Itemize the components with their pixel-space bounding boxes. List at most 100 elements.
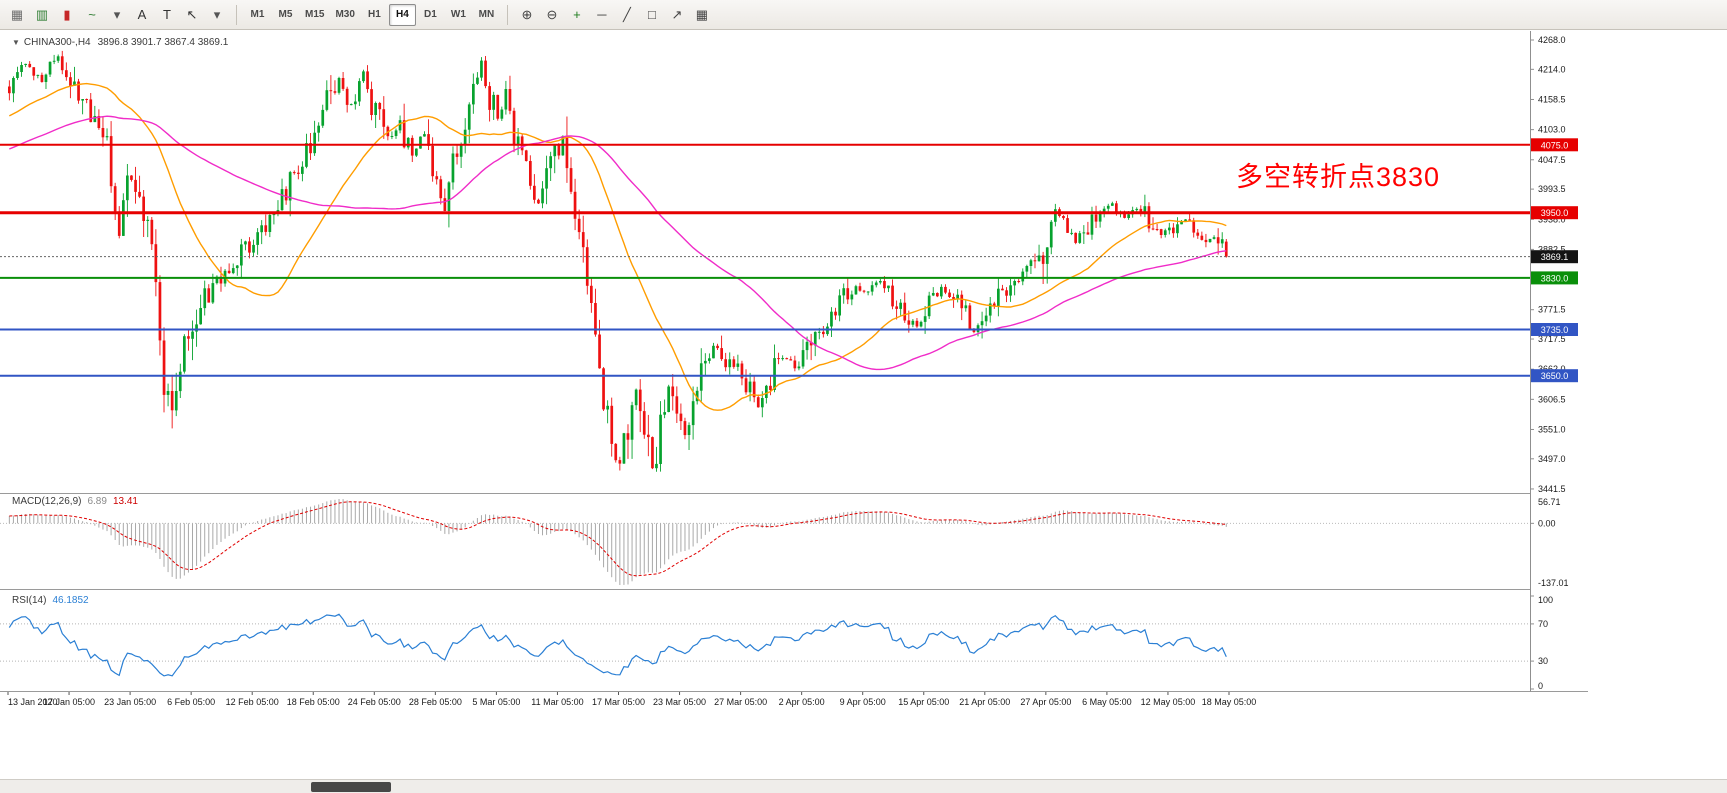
svg-text:4075.0: 4075.0 (1541, 140, 1569, 150)
price-badge-3830.0: 3830.0 (1531, 271, 1578, 285)
svg-text:-137.01: -137.01 (1538, 578, 1569, 588)
svg-text:3882.5: 3882.5 (1538, 244, 1566, 254)
svg-text:4268.0: 4268.0 (1538, 35, 1566, 45)
chart-area[interactable]: 4268.0 4214.0 4158.5 4103.0 4047.5 3993.5 3938… (0, 30, 1727, 793)
svg-text:3497.0: 3497.0 (1538, 454, 1566, 464)
svg-text:18 May 05:00: 18 May 05:00 (1202, 697, 1257, 707)
svg-text:11 Mar 05:00: 11 Mar 05:00 (531, 697, 583, 707)
price-axis[interactable]: 4268.0 4214.0 4158.5 4103.0 4047.5 3993.5 3938… (1530, 31, 1727, 691)
svg-text:6 Feb 05:00: 6 Feb 05:00 (167, 697, 215, 707)
svg-text:3650.0: 3650.0 (1541, 371, 1569, 381)
symbol-timeframe-text: CHINA300-,H4 (23, 37, 91, 48)
svg-text:5 Mar 05:00: 5 Mar 05:00 (472, 697, 520, 707)
price-pane (0, 50, 1530, 472)
timeframe-mn[interactable]: MN (473, 4, 500, 26)
tools-caret-icon[interactable]: ▾ (205, 3, 229, 27)
svg-text:3771.5: 3771.5 (1538, 305, 1566, 315)
chart-type-caret-icon[interactable]: ▾ (105, 3, 129, 27)
svg-text:23 Mar 05:00: 23 Mar 05:00 (653, 697, 706, 707)
rectangle-tool-icon[interactable]: □ (640, 3, 664, 27)
svg-text:6 May 05:00: 6 May 05:00 (1082, 697, 1132, 707)
trendline-icon[interactable]: ╱ (615, 3, 639, 27)
macd-main-value: 6.89 (87, 496, 107, 507)
timeframe-w1[interactable]: W1 (445, 4, 472, 26)
line-chart-icon[interactable]: ~ (80, 3, 104, 27)
chart-dropdown-icon[interactable]: ▼ (12, 38, 20, 47)
timeframe-h4[interactable]: H4 (388, 3, 416, 26)
svg-text:0: 0 (1538, 681, 1543, 691)
svg-text:30: 30 (1538, 656, 1548, 666)
svg-text:18 Feb 05:00: 18 Feb 05:00 (287, 697, 340, 707)
macd-pane (0, 499, 1530, 585)
text-label-icon[interactable]: A (130, 3, 154, 27)
svg-text:3869.1: 3869.1 (1541, 252, 1569, 262)
svg-text:3735.0: 3735.0 (1541, 325, 1569, 335)
candlestick-chart-icon[interactable]: ▮ (55, 3, 79, 27)
indicators-icon[interactable]: + (565, 3, 589, 27)
svg-text:13 Jan 2020: 13 Jan 2020 (8, 697, 58, 707)
grid-toggle-icon[interactable]: ▦ (690, 3, 714, 27)
arrow-tool-icon[interactable]: ↗ (665, 3, 689, 27)
svg-text:28 Feb 05:00: 28 Feb 05:00 (409, 697, 462, 707)
zoom-in-icon[interactable]: ⊕ (515, 3, 539, 27)
horizontal-line-icon[interactable]: ─ (590, 3, 614, 27)
svg-text:3717.5: 3717.5 (1538, 334, 1566, 344)
svg-text:15 Apr 05:00: 15 Apr 05:00 (898, 697, 949, 707)
timeframe-m5[interactable]: M5 (272, 4, 299, 26)
ohlc-values: 3896.8 3901.7 3867.4 3869.1 (97, 37, 229, 48)
svg-text:56.71: 56.71 (1538, 497, 1561, 507)
timeframe-m15[interactable]: M15 (300, 4, 329, 26)
rsi-value: 46.1852 (52, 595, 89, 606)
macd-signal-value: 13.41 (112, 496, 138, 507)
svg-text:3938.0: 3938.0 (1538, 214, 1566, 224)
price-badge-3735.0: 3735.0 (1531, 323, 1578, 336)
chart-annotation-text[interactable]: 多空转折点3830 (1236, 162, 1441, 192)
bar-chart-icon[interactable]: ▥ (30, 3, 54, 27)
price-badge-4075.0: 4075.0 (1531, 138, 1578, 152)
timeframe-m30[interactable]: M30 (330, 4, 359, 26)
bottom-bar (0, 779, 1727, 793)
timeframe-d1[interactable]: D1 (417, 4, 444, 26)
svg-text:24 Feb 05:00: 24 Feb 05:00 (348, 697, 401, 707)
ma-slow-line[interactable] (9, 115, 1227, 371)
toolbar-left-group: ▦ ▥ ▮ ~ ▾ A T ↖ ▾ (5, 3, 229, 27)
svg-text:12 Feb 05:00: 12 Feb 05:00 (226, 697, 279, 707)
toolbar: ▦ ▥ ▮ ~ ▾ A T ↖ ▾ M1 M5 M15 M30 H1 H4 D1 W1 MN ⊕ ⊖ + ─ ╱ □ ↗ ▦ (0, 0, 1727, 30)
zoom-out-icon[interactable]: ⊖ (540, 3, 564, 27)
svg-text:23 Jan 05:00: 23 Jan 05:00 (104, 697, 156, 707)
svg-text:4047.5: 4047.5 (1538, 155, 1566, 165)
bottom-bar-tab[interactable] (311, 782, 391, 792)
ma-fast-line[interactable] (8, 82, 1227, 411)
toolbar-right-group: ⊕ ⊖ + ─ ╱ □ ↗ ▦ (515, 3, 714, 27)
cursor-tool-icon[interactable]: ↖ (180, 3, 204, 27)
charts-grid-icon[interactable]: ▦ (5, 3, 29, 27)
svg-text:21 Apr 05:00: 21 Apr 05:00 (959, 697, 1010, 707)
svg-text:4103.0: 4103.0 (1538, 125, 1566, 135)
price-badge-3950.0: 3950.0 (1531, 206, 1578, 220)
svg-text:2 Apr 05:00: 2 Apr 05:00 (779, 697, 825, 707)
current-price-badge: 3869.1 (1531, 250, 1578, 264)
svg-text:3551.0: 3551.0 (1538, 424, 1566, 434)
svg-text:27 Apr 05:00: 27 Apr 05:00 (1020, 697, 1071, 707)
macd-axis: 56.71 0.00 -137.01 (1530, 497, 1569, 588)
timeframe-group: M1 M5 M15 M30 H1 H4 D1 W1 MN (244, 3, 500, 26)
macd-indicator-label: MACD(12,26,9) 6.89 13.41 (12, 496, 144, 507)
macd-histogram (8, 499, 1227, 585)
svg-text:3606.5: 3606.5 (1538, 394, 1566, 404)
rsi-axis: 100 70 30 0 (1530, 595, 1553, 691)
svg-text:4158.5: 4158.5 (1538, 94, 1566, 104)
text-box-icon[interactable]: T (155, 3, 179, 27)
svg-text:9 Apr 05:00: 9 Apr 05:00 (840, 697, 886, 707)
svg-text:3993.5: 3993.5 (1538, 184, 1566, 194)
rsi-indicator-label: RSI(14) 46.1852 (12, 595, 95, 606)
timeframe-m1[interactable]: M1 (244, 4, 271, 26)
macd-signal-line[interactable] (9, 501, 1227, 577)
rsi-pane (0, 613, 1530, 677)
price-badge-3650.0: 3650.0 (1531, 369, 1578, 383)
rsi-line[interactable] (8, 613, 1227, 677)
svg-text:3830.0: 3830.0 (1541, 273, 1569, 283)
rsi-name: RSI(14) (12, 595, 47, 606)
svg-text:17 Jan 05:00: 17 Jan 05:00 (43, 697, 95, 707)
timeframe-h1[interactable]: H1 (361, 4, 388, 26)
